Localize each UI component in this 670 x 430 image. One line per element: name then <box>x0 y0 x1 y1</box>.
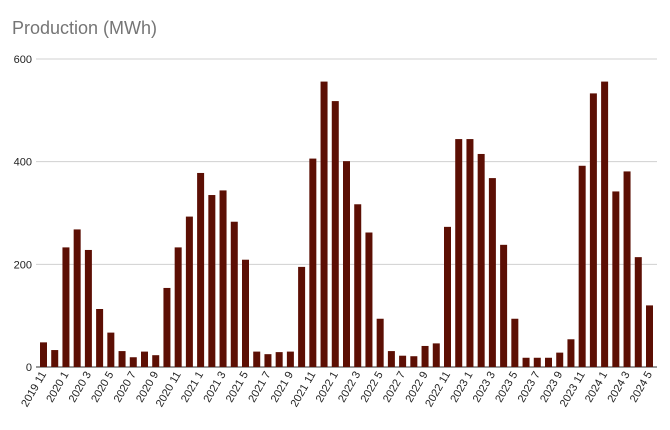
bar <box>556 352 564 367</box>
bar <box>589 93 597 367</box>
bar <box>242 259 249 367</box>
bar <box>455 139 463 367</box>
bar <box>331 101 339 368</box>
bar <box>163 287 171 367</box>
bar <box>152 355 160 367</box>
bar <box>500 244 508 367</box>
bar <box>197 172 205 367</box>
bar <box>230 221 238 367</box>
bar <box>623 171 631 367</box>
bar <box>141 351 148 367</box>
bar <box>286 351 294 367</box>
bar <box>84 249 92 367</box>
bar <box>399 355 407 367</box>
chart-title: Production (MWh) <box>12 18 158 38</box>
bar <box>343 161 350 367</box>
bar <box>107 332 115 367</box>
bar <box>634 257 642 367</box>
bar <box>208 195 216 367</box>
x-tick-label: 2024 5 <box>628 370 655 405</box>
bar <box>432 343 440 367</box>
y-axis-ticks: 0 200 400 600 <box>14 54 32 374</box>
bar <box>298 266 306 367</box>
y-tick-label: 0 <box>26 362 32 374</box>
bar <box>51 350 59 367</box>
bar <box>253 351 261 367</box>
bar <box>264 354 272 367</box>
bar <box>410 356 418 367</box>
bar <box>477 153 485 367</box>
bar <box>387 351 395 367</box>
bar <box>354 204 362 367</box>
bar <box>567 339 575 367</box>
bar <box>129 357 137 367</box>
bar <box>309 158 317 367</box>
bar <box>174 247 182 367</box>
bar <box>522 357 530 367</box>
bar <box>545 357 552 367</box>
bar <box>533 357 541 367</box>
bar <box>40 342 47 367</box>
y-tick-label: 400 <box>14 157 32 169</box>
bar <box>466 139 474 367</box>
bar <box>646 305 653 367</box>
bar <box>612 191 620 367</box>
y-tick-label: 200 <box>14 259 32 271</box>
bar <box>96 308 104 367</box>
bar <box>601 81 609 367</box>
bar <box>511 318 519 367</box>
bar <box>275 352 283 367</box>
bar <box>578 165 586 367</box>
bars <box>40 81 653 368</box>
bar <box>365 232 373 367</box>
bar <box>444 226 451 367</box>
x-tick-label: 2019 11 <box>19 370 49 410</box>
bar <box>185 216 193 367</box>
bar <box>62 247 70 367</box>
bar <box>421 345 429 367</box>
bar <box>219 190 227 367</box>
bar <box>488 178 496 367</box>
bar <box>73 229 81 367</box>
bar <box>376 318 384 367</box>
bar <box>118 351 126 367</box>
bar <box>320 81 328 367</box>
y-tick-label: 600 <box>14 54 32 66</box>
